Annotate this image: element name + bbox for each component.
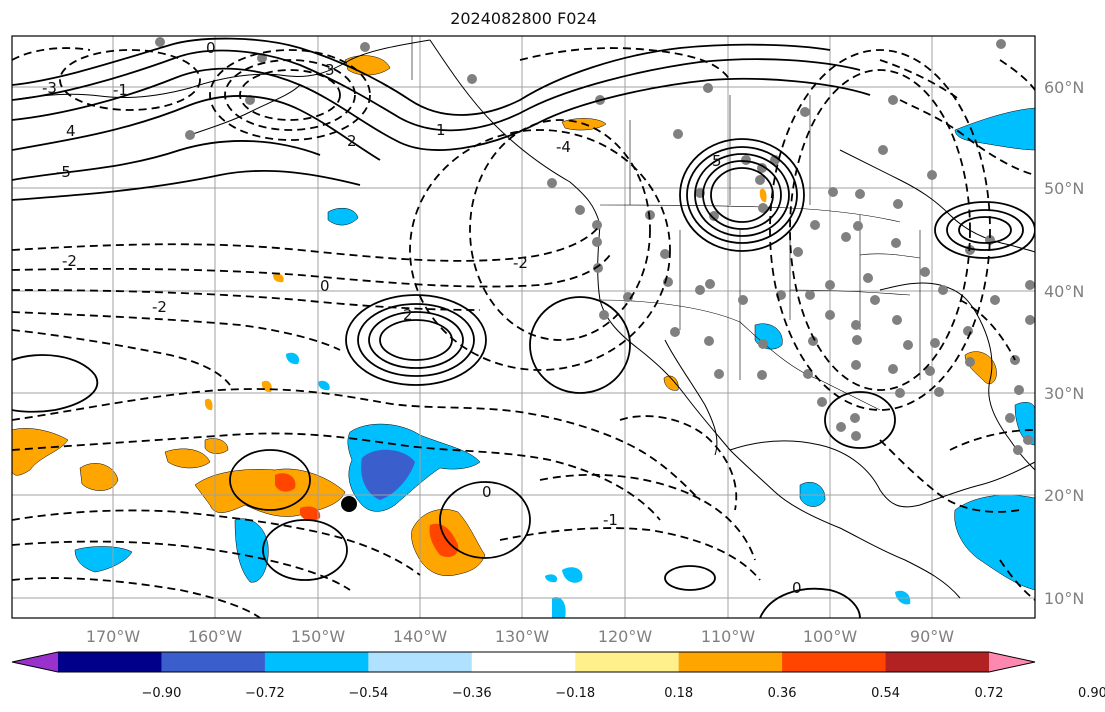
contour-label: -2 bbox=[513, 254, 528, 272]
contour-label: 0 bbox=[320, 277, 330, 295]
contour-label: 2 bbox=[347, 132, 357, 150]
coastlines bbox=[12, 39, 1035, 599]
dashed-contours bbox=[12, 47, 1035, 618]
lon-label: 110°W bbox=[701, 627, 756, 646]
colorbar-extend-min bbox=[12, 652, 58, 672]
colorbar-segment bbox=[678, 652, 783, 672]
lat-label: 60°N bbox=[1044, 78, 1084, 97]
colorbar-tick-label: 0.72 bbox=[975, 686, 1004, 701]
colorbar-tick-label: −0.90 bbox=[142, 686, 182, 701]
colorbar-tick-label: −0.18 bbox=[555, 686, 595, 701]
colorbar-segment bbox=[885, 652, 990, 672]
latitude-labels: 60°N 50°N 40°N 30°N 20°N 10°N bbox=[1044, 78, 1084, 608]
contour-label: 5 bbox=[712, 152, 722, 170]
longitude-labels: 170°W 160°W 150°W 140°W 130°W 120°W 110°… bbox=[86, 627, 954, 646]
contour-label: -4 bbox=[556, 138, 571, 156]
lon-label: 130°W bbox=[495, 627, 550, 646]
colorbar-segment bbox=[161, 652, 266, 672]
lat-label: 20°N bbox=[1044, 486, 1084, 505]
colorbar-segment bbox=[575, 652, 680, 672]
contour-labels: 0 -1 -2 -3 2 1 4 3 -4 -5 5 0 -2 2 -2 0 -… bbox=[42, 39, 802, 597]
colorbar-segment bbox=[471, 652, 576, 672]
lat-label: 10°N bbox=[1044, 589, 1084, 608]
map-frame bbox=[11, 35, 1036, 619]
colorbar-tick-label: −0.54 bbox=[348, 686, 388, 701]
lon-label: 170°W bbox=[86, 627, 141, 646]
colorbar-segment bbox=[264, 652, 369, 672]
contour-label: 2 bbox=[403, 306, 413, 324]
colorbar-outline bbox=[11, 651, 1036, 673]
lat-label: 50°N bbox=[1044, 179, 1084, 198]
lon-label: 100°W bbox=[803, 627, 858, 646]
lon-label: 120°W bbox=[598, 627, 653, 646]
colorbar-tick-label: −0.36 bbox=[452, 686, 492, 701]
colorbar bbox=[11, 651, 1036, 673]
contour-label: -5 bbox=[56, 163, 71, 181]
colorbar-segment bbox=[58, 652, 162, 672]
colorbar-tick-label: 0.36 bbox=[768, 686, 797, 701]
contour-label: 0 bbox=[482, 483, 492, 501]
colorbar-tick-label: 0.54 bbox=[871, 686, 900, 701]
colorbar-segment bbox=[368, 652, 473, 672]
colorbar-tick-label: 0.90 bbox=[1078, 686, 1105, 701]
contour-label: 4 bbox=[66, 122, 76, 140]
shaded-anomaly-regions bbox=[12, 55, 1035, 618]
contour-label: -1 bbox=[113, 81, 128, 99]
colorbar-labels: −0.90 −0.72 −0.54 −0.36 −0.18 0.18 0.36 … bbox=[142, 686, 1105, 701]
contour-label: 0 bbox=[206, 39, 216, 57]
contour-label: 3 bbox=[325, 61, 335, 79]
map-area bbox=[12, 36, 1035, 618]
political-borders bbox=[411, 36, 921, 411]
graticule bbox=[12, 36, 1035, 618]
lat-label: 40°N bbox=[1044, 282, 1084, 301]
colorbar-tick-label: 0.18 bbox=[664, 686, 693, 701]
lon-label: 160°W bbox=[188, 627, 243, 646]
contour-label: -3 bbox=[42, 79, 57, 97]
lon-label: 140°W bbox=[393, 627, 448, 646]
lon-label: 90°W bbox=[910, 627, 954, 646]
contour-label: -2 bbox=[152, 298, 167, 316]
storm-center-marker bbox=[341, 496, 357, 512]
lon-label: 150°W bbox=[291, 627, 346, 646]
solid-contours bbox=[12, 37, 1035, 618]
map-title: 2024082800 F024 bbox=[450, 9, 597, 28]
colorbar-extend-max bbox=[989, 652, 1035, 672]
contour-label: 0 bbox=[792, 579, 802, 597]
lat-label: 30°N bbox=[1044, 384, 1084, 403]
contour-label: -1 bbox=[603, 511, 618, 529]
colorbar-tick-label: −0.72 bbox=[245, 686, 285, 701]
colorbar-segment bbox=[782, 652, 887, 672]
contour-label: 1 bbox=[436, 121, 446, 139]
contour-label: -2 bbox=[62, 252, 77, 270]
